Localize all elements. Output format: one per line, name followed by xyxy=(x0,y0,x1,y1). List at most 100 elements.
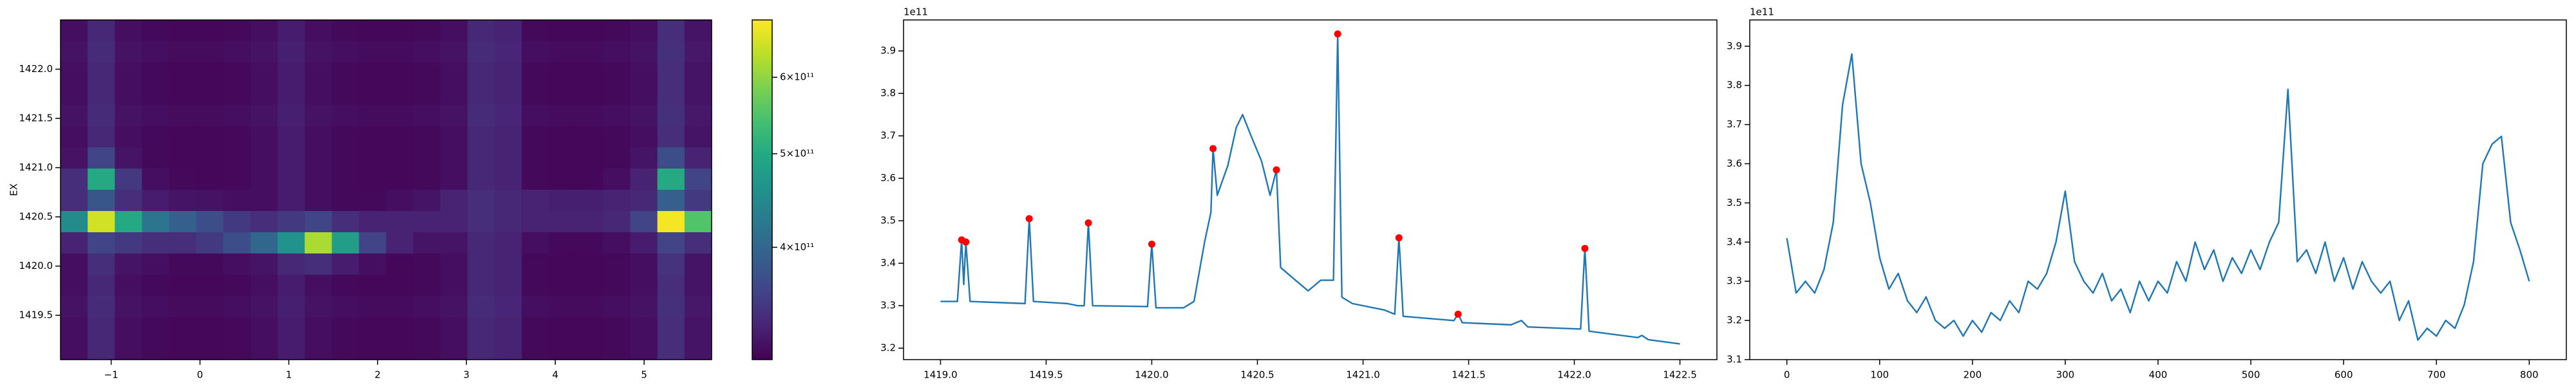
y-tick-label: 3.4 xyxy=(880,257,896,269)
heatmap-cell xyxy=(196,41,224,63)
heatmap-cell xyxy=(657,338,685,360)
heatmap-cell xyxy=(684,169,712,190)
heatmap-cell xyxy=(440,317,468,339)
heatmap-cell xyxy=(467,232,495,254)
heatmap-cell xyxy=(250,211,278,233)
data-line xyxy=(1786,53,2530,341)
heatmap-cell xyxy=(576,253,604,275)
heatmap-cell xyxy=(359,84,387,106)
x-tick-label: 500 xyxy=(2242,369,2260,381)
heatmap-cell xyxy=(495,253,522,275)
heatmap-cell xyxy=(413,253,441,275)
x-tick-label: 100 xyxy=(1870,369,1889,381)
heatmap-cell xyxy=(440,232,468,254)
heatmap-cell xyxy=(88,275,115,297)
heatmap-cell xyxy=(603,232,631,254)
heatmap-cell xyxy=(549,232,576,254)
y-tick-label: 3.3 xyxy=(880,300,896,311)
heatmap-cell xyxy=(440,20,468,42)
heatmap-cell xyxy=(657,296,685,318)
heatmap-cell xyxy=(495,211,522,233)
x-tick-label: 1419.5 xyxy=(1029,369,1063,381)
heatmap-cell xyxy=(576,296,604,318)
y-tick-label: 3.7 xyxy=(1727,118,1742,130)
heatmap-cell xyxy=(549,105,576,127)
heatmap-cell xyxy=(684,190,712,212)
peak-marker xyxy=(962,238,970,246)
heatmap-cell xyxy=(250,253,278,275)
heatmap-cell xyxy=(332,105,359,127)
heatmap-cell xyxy=(495,84,522,106)
heatmap-cell xyxy=(332,317,359,339)
heatmap-cell xyxy=(305,169,332,190)
heatmap-cell xyxy=(305,253,332,275)
heatmap-cell xyxy=(61,62,88,84)
heatmap-cell xyxy=(467,62,495,84)
y-tick-label: 1420.5 xyxy=(19,211,53,223)
heatmap-cell xyxy=(278,338,305,360)
y-tick-label: 1422.0 xyxy=(19,63,53,75)
heatmap-cell xyxy=(549,147,576,169)
heatmap-cell xyxy=(576,169,604,190)
peak-marker xyxy=(1084,219,1092,226)
heatmap-cell xyxy=(549,275,576,297)
heatmap-cell xyxy=(657,84,685,106)
colorbar xyxy=(752,19,773,360)
x-tick-label: 4 xyxy=(552,369,558,381)
heatmap-cell xyxy=(440,147,468,169)
peak-marker xyxy=(1454,310,1462,318)
heatmap-cell xyxy=(467,169,495,190)
heatmap-cell xyxy=(522,105,549,127)
heatmap-cell xyxy=(359,147,387,169)
heatmap-cell xyxy=(467,105,495,127)
heatmap-cell xyxy=(196,62,224,84)
heatmap-cell xyxy=(684,147,712,169)
heatmap-cell xyxy=(657,275,685,297)
heatmap-cell xyxy=(196,275,224,297)
heatmap-cell xyxy=(386,126,414,148)
heatmap-cell xyxy=(359,41,387,63)
heatmap-cell xyxy=(359,169,387,190)
y-tick-label: 3.8 xyxy=(880,87,896,99)
heatmap-cell xyxy=(305,338,332,360)
heatmap-cell xyxy=(142,232,170,254)
heatmap-cell xyxy=(522,296,549,318)
heatmap-cell xyxy=(169,62,197,84)
heatmap-cell xyxy=(440,338,468,360)
heatmap-cell xyxy=(169,105,197,127)
heatmap-cell xyxy=(142,169,170,190)
heatmap-cell xyxy=(250,147,278,169)
x-tick-label: 1421.5 xyxy=(1452,369,1486,381)
x-tick-label: 3 xyxy=(464,369,470,381)
heatmap-cell xyxy=(576,126,604,148)
y-tick-label: 3.8 xyxy=(1727,79,1742,91)
heatmap-cell xyxy=(495,190,522,212)
heatmap-cell xyxy=(332,232,359,254)
heatmap-cell xyxy=(278,20,305,42)
heatmap-cell xyxy=(630,211,658,233)
heatmap-cell xyxy=(278,41,305,63)
heatmap-cell xyxy=(61,275,88,297)
heatmap-cell xyxy=(684,41,712,63)
heatmap-cell xyxy=(495,147,522,169)
heatmap-cell xyxy=(61,232,88,254)
heatmap-cell xyxy=(657,105,685,127)
heatmap-cell xyxy=(657,62,685,84)
heatmap-cell xyxy=(386,232,414,254)
heatmap-cell xyxy=(386,275,414,297)
heatmap-cell xyxy=(250,275,278,297)
heatmap-cell xyxy=(115,296,142,318)
y-tick-label: 3.2 xyxy=(880,342,896,354)
heatmap-cell xyxy=(386,253,414,275)
heatmap-cell xyxy=(305,190,332,212)
heatmap-cell xyxy=(440,275,468,297)
heatmap-cell xyxy=(467,84,495,106)
heatmap-cell xyxy=(196,190,224,212)
heatmap-cell xyxy=(522,232,549,254)
heatmap-cell xyxy=(440,296,468,318)
heatmap-cell xyxy=(88,253,115,275)
heatmap-cell xyxy=(332,41,359,63)
heatmap-cell xyxy=(223,338,251,360)
heatmap-cell xyxy=(549,317,576,339)
heatmap-cell xyxy=(88,84,115,106)
